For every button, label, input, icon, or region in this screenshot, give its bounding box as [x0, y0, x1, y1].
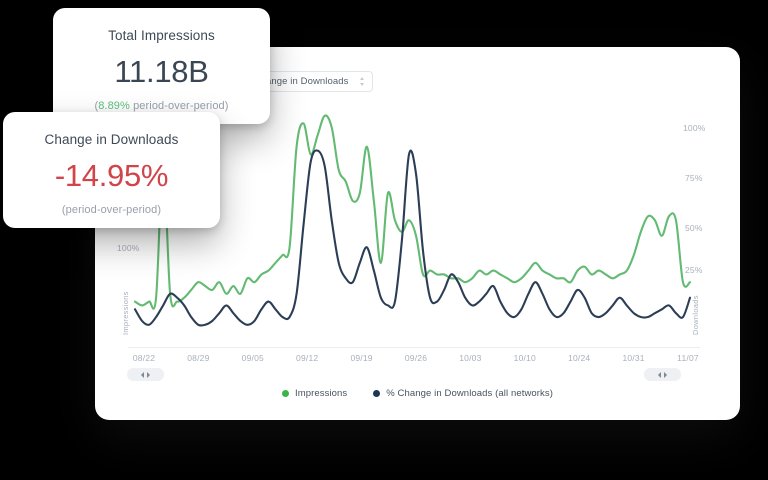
stat-card-subtext: (period-over-period) — [61, 204, 162, 216]
x-axis-tick: 10/24 — [568, 353, 591, 363]
x-axis-tick: 10/31 — [622, 353, 645, 363]
x-axis-line — [128, 347, 700, 348]
series-line-downloads — [133, 149, 692, 327]
right-axis-tick-75: 75% — [685, 173, 703, 183]
chart-plot-area — [95, 102, 740, 362]
x-axis-tick: 08/22 — [132, 353, 156, 363]
stat-card-delta: 8.89% — [98, 100, 130, 112]
right-axis-tick-50: 50% — [685, 223, 703, 233]
stat-card-subtext: (8.89% period-over-period) — [53, 100, 270, 112]
stat-card-change-in-downloads: Change in Downloads -14.95% (period-over… — [3, 112, 220, 228]
arrow-left-icon — [141, 371, 144, 378]
stat-card-sub-prefix: ( — [94, 100, 99, 112]
left-axis-tick-100: 100% — [117, 243, 140, 253]
x-axis-tick: 09/19 — [350, 353, 373, 363]
right-axis-tick-25: 25% — [685, 265, 703, 275]
x-axis-tick: 10/10 — [513, 353, 536, 363]
stat-card-sub-rest: period-over-period) — [129, 100, 229, 112]
x-axis-tick: 09/12 — [296, 353, 319, 363]
legend-item-impressions[interactable]: Impressions — [281, 388, 348, 399]
stat-card-title: Change in Downloads — [44, 132, 179, 147]
chart-svg — [133, 114, 692, 327]
right-axis-title: Downloads — [691, 295, 700, 335]
arrow-right-icon — [664, 371, 667, 378]
x-axis-tick: 08/29 — [187, 353, 210, 363]
left-axis-title: Impressions — [121, 291, 130, 335]
chevron-updown-icon[interactable] — [358, 76, 365, 87]
x-axis-tick: 09/26 — [404, 353, 428, 363]
arrow-left-icon — [658, 371, 661, 378]
legend-label: % Change in Downloads (all networks) — [386, 388, 554, 399]
chart-legend: Impressions % Change in Downloads (all n… — [95, 388, 740, 399]
metric-select-value: ange in Downloads — [266, 76, 349, 87]
x-axis-tick: 11/07 — [677, 353, 699, 363]
legend-label: Impressions — [294, 388, 348, 399]
chart-scroll-handle-right[interactable] — [644, 368, 681, 381]
chart-scroll-handle-left[interactable] — [127, 368, 164, 381]
x-axis-tick: 09/05 — [241, 353, 264, 363]
legend-color-dot — [281, 390, 289, 397]
stat-card-value: -14.95% — [54, 158, 169, 193]
metric-select-dropdown[interactable]: ange in Downloads — [258, 71, 373, 92]
legend-color-dot — [373, 390, 381, 397]
stat-card-value: 11.18B — [114, 54, 209, 89]
arrow-right-icon — [147, 371, 150, 378]
stat-card-title: Total Impressions — [108, 28, 215, 43]
x-axis-tick: 10/03 — [459, 353, 482, 363]
stat-card-total-impressions: Total Impressions 11.18B (8.89% period-o… — [53, 8, 270, 124]
series-line-impressions — [133, 114, 692, 310]
right-axis-tick-100: 100% — [683, 123, 706, 133]
legend-item-downloads[interactable]: % Change in Downloads (all networks) — [373, 388, 553, 399]
